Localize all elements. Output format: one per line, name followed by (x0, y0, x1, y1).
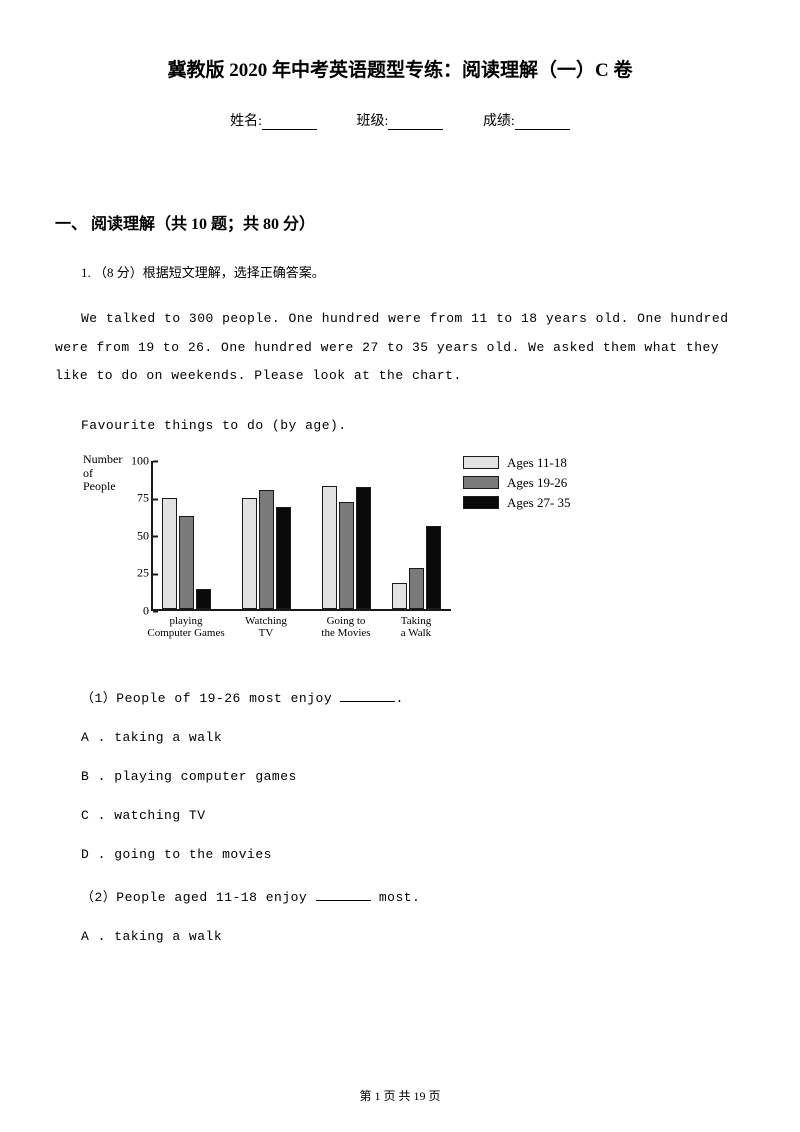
bar (426, 526, 441, 609)
y-tick: 75 (137, 491, 153, 506)
score-blank[interactable] (515, 116, 570, 130)
legend-label: Ages 11-18 (507, 455, 567, 471)
option-b[interactable]: B . playing computer games (55, 769, 745, 784)
bar (356, 487, 371, 609)
stem-text: （1）People of 19-26 most enjoy (81, 691, 340, 706)
bar (179, 516, 194, 609)
stem-text: most. (371, 890, 421, 905)
bar-group (242, 490, 302, 609)
bar (339, 502, 354, 609)
x-axis-labels: playingComputer GamesWatchingTVGoing tot… (151, 615, 451, 655)
y-label-line: People (83, 480, 122, 494)
bar (242, 498, 257, 609)
subquestion-1-stem: （1）People of 19-26 most enjoy . (55, 687, 745, 706)
bar (409, 568, 424, 609)
legend-swatch (463, 476, 499, 489)
option-c[interactable]: C . watching TV (55, 808, 745, 823)
bar (259, 490, 274, 609)
x-tick-label: Takinga Walk (401, 615, 431, 640)
y-label-line: Number (83, 453, 122, 467)
x-tick-label: Going tothe Movies (321, 615, 370, 640)
y-tick: 50 (137, 528, 153, 543)
subquestion-2-stem: （2）People aged 11-18 enjoy most. (55, 886, 745, 905)
x-tick-label: playingComputer Games (147, 615, 224, 640)
y-label-line: of (83, 467, 122, 481)
y-axis-label: Number of People (83, 453, 122, 494)
option-a[interactable]: A . taking a walk (55, 929, 745, 944)
bar (162, 498, 177, 609)
bar (196, 589, 211, 609)
legend-label: Ages 19-26 (507, 475, 567, 491)
legend-item: Ages 27- 35 (463, 495, 571, 511)
option-a[interactable]: A . taking a walk (55, 730, 745, 745)
bar (322, 486, 337, 609)
name-label: 姓名: (230, 114, 262, 129)
y-tick: 100 (131, 453, 153, 468)
stem-text: （2）People aged 11-18 enjoy (81, 890, 316, 905)
legend-swatch (463, 456, 499, 469)
bar (276, 507, 291, 609)
class-label: 班级: (357, 114, 389, 129)
legend-item: Ages 19-26 (463, 475, 571, 491)
bar-group (392, 526, 452, 609)
answer-blank[interactable] (340, 691, 395, 702)
name-blank[interactable] (262, 116, 317, 130)
question-1-intro: 1. （8 分）根据短文理解，选择正确答案。 (55, 262, 745, 281)
score-label: 成绩: (483, 114, 515, 129)
legend-item: Ages 11-18 (463, 455, 571, 471)
section-heading: 一、 阅读理解（共 10 题；共 80 分） (55, 210, 745, 234)
bar-group (162, 498, 222, 609)
legend-swatch (463, 496, 499, 509)
bar-group (322, 486, 382, 609)
answer-blank[interactable] (316, 890, 371, 901)
header-fields: 姓名: 班级: 成绩: (55, 110, 745, 130)
chart-legend: Ages 11-18 Ages 19-26 Ages 27- 35 (463, 455, 571, 515)
page-title: 冀教版 2020 年中考英语题型专练：阅读理解（一）C 卷 (55, 55, 745, 82)
option-d[interactable]: D . going to the movies (55, 847, 745, 862)
bar-chart: Number of People 0255075100 playingCompu… (83, 453, 583, 663)
stem-text: . (395, 691, 403, 706)
y-tick: 25 (137, 566, 153, 581)
passage-text: We talked to 300 people. One hundred wer… (55, 305, 745, 391)
bar (392, 583, 407, 609)
passage-subtitle: Favourite things to do (by age). (55, 413, 745, 439)
class-blank[interactable] (388, 116, 443, 130)
page-footer: 第 1 页 共 19 页 (0, 1087, 800, 1104)
plot-area: 0255075100 (151, 461, 451, 611)
legend-label: Ages 27- 35 (507, 495, 571, 511)
x-tick-label: WatchingTV (245, 615, 287, 640)
